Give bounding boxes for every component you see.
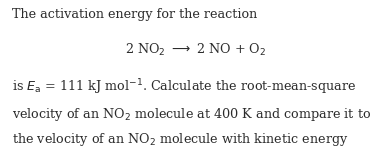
Text: velocity of an NO$_2$ molecule at 400 K and compare it to: velocity of an NO$_2$ molecule at 400 K … [12, 106, 371, 123]
Text: is $E_{\mathrm{a}}$ = 111 kJ mol$^{-1}$. Calculate the root-mean-square: is $E_{\mathrm{a}}$ = 111 kJ mol$^{-1}$.… [12, 77, 356, 97]
Text: the velocity of an NO$_2$ molecule with kinetic energy: the velocity of an NO$_2$ molecule with … [12, 131, 348, 148]
Text: 2 NO$_2$ $\longrightarrow$ 2 NO + O$_2$: 2 NO$_2$ $\longrightarrow$ 2 NO + O$_2$ [125, 42, 266, 58]
Text: The activation energy for the reaction: The activation energy for the reaction [12, 8, 257, 21]
